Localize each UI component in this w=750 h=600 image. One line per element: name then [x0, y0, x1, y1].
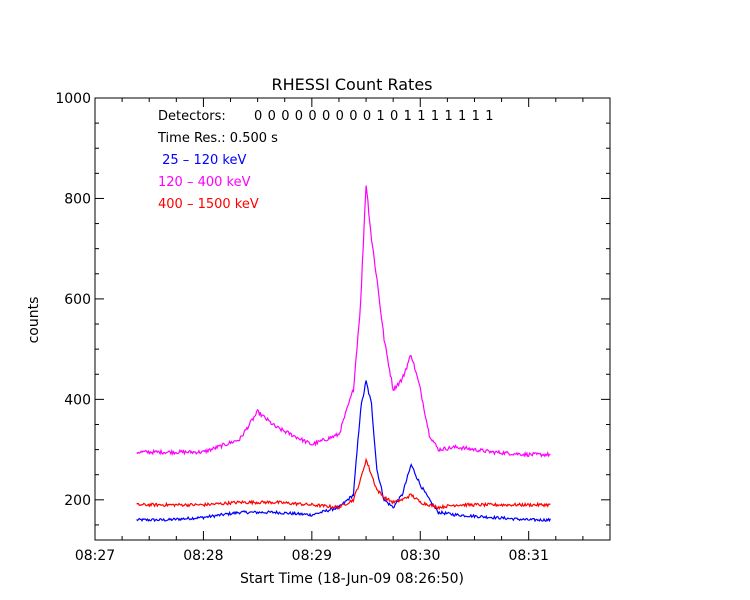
chart-title: RHESSI Count Rates — [272, 75, 433, 94]
y-tick-label-4: 1000 — [55, 91, 91, 107]
time-resolution: Time Res.: 0.500 s — [157, 131, 278, 146]
detectors-value: 0 0 0 0 0 0 0 0 0 1 0 1 1 1 1 1 1 1 — [254, 109, 494, 124]
legend-entry-1: 120 – 400 keV — [158, 175, 251, 190]
series-layer — [136, 185, 551, 523]
x-axis-label: Start Time (18-Jun-09 08:26:50) — [240, 571, 464, 587]
x-tick-label-4: 08:31 — [509, 548, 549, 564]
x-tick-label-0: 08:27 — [75, 548, 115, 564]
y-tick-label-2: 600 — [64, 292, 91, 308]
legend-entry-0: 25 – 120 keV — [158, 153, 246, 168]
x-tick-label-2: 08:29 — [292, 548, 332, 564]
series-line-1 — [136, 185, 551, 458]
x-tick-label-1: 08:28 — [183, 548, 223, 564]
series-line-0 — [136, 380, 551, 523]
x-tick-label-3: 08:30 — [400, 548, 440, 564]
plot-frame — [94, 97, 611, 541]
y-tick-label-3: 800 — [64, 191, 91, 207]
y-tick-label-0: 200 — [64, 493, 91, 509]
y-axis-label: counts — [26, 297, 42, 344]
series-line-2 — [136, 457, 551, 511]
legend-entry-2: 400 – 1500 keV — [158, 197, 259, 212]
detectors-label: Detectors: — [158, 109, 226, 124]
y-tick-label-1: 400 — [64, 392, 91, 408]
axis-layer: 08:27 08:28 08:29 08:30 08:31 200 400 600 800 100… — [55, 91, 611, 564]
